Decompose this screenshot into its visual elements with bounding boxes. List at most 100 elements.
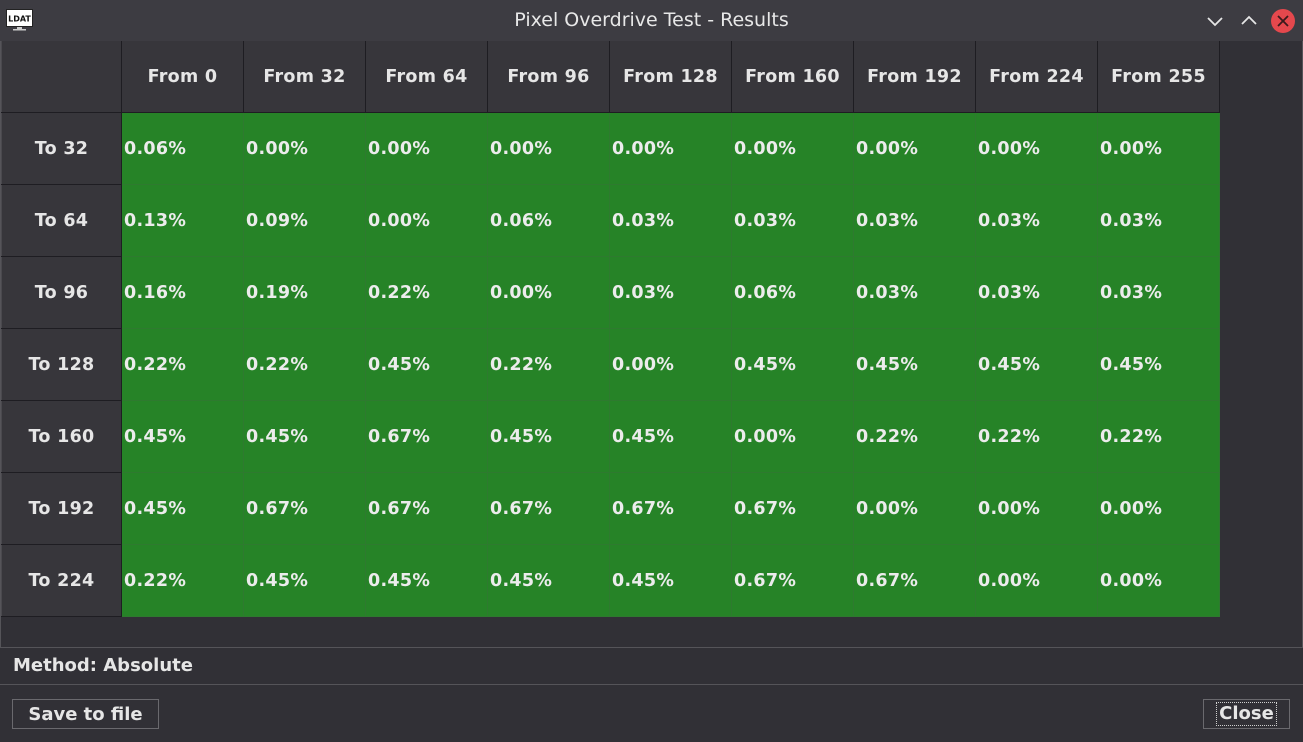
column-header: From 192 bbox=[853, 41, 976, 113]
method-label: Method: Absolute bbox=[13, 655, 193, 676]
table-cell[interactable]: 0.00% bbox=[975, 544, 1098, 617]
column-header: From 96 bbox=[487, 41, 610, 113]
table-row: To 192 0.45% 0.67% 0.67% 0.67% 0.67% 0.67% 0.00… bbox=[1, 472, 1220, 545]
table-cell[interactable]: 0.45% bbox=[121, 400, 244, 473]
table-cell[interactable]: 0.45% bbox=[609, 544, 732, 617]
table-cell[interactable]: 0.67% bbox=[243, 472, 366, 545]
table-cell[interactable]: 0.22% bbox=[365, 256, 488, 329]
table-cell[interactable]: 0.67% bbox=[487, 472, 610, 545]
column-header: From 0 bbox=[121, 41, 244, 113]
close-button-label: Close bbox=[1216, 702, 1277, 726]
column-header: From 128 bbox=[609, 41, 732, 113]
ldat-app-icon: LDAT bbox=[6, 9, 33, 31]
table-cell[interactable]: 0.00% bbox=[731, 400, 854, 473]
table-cell[interactable]: 0.45% bbox=[731, 328, 854, 401]
table-cell[interactable]: 0.45% bbox=[243, 544, 366, 617]
table-cell[interactable]: 0.00% bbox=[975, 112, 1098, 185]
status-bar: Method: Absolute bbox=[0, 648, 1303, 685]
column-header: From 224 bbox=[975, 41, 1098, 113]
table-cell[interactable]: 0.22% bbox=[975, 400, 1098, 473]
column-header: From 32 bbox=[243, 41, 366, 113]
column-header: From 255 bbox=[1097, 41, 1220, 113]
table-cell[interactable]: 0.00% bbox=[243, 112, 366, 185]
close-window-icon[interactable] bbox=[1271, 9, 1295, 33]
table-corner bbox=[1, 41, 122, 113]
table-cell[interactable]: 0.22% bbox=[1097, 400, 1220, 473]
table-cell[interactable]: 0.03% bbox=[609, 184, 732, 257]
table-cell[interactable]: 0.45% bbox=[975, 328, 1098, 401]
table-cell[interactable]: 0.00% bbox=[731, 112, 854, 185]
table-cell[interactable]: 0.03% bbox=[1097, 256, 1220, 329]
table-cell[interactable]: 0.00% bbox=[853, 472, 976, 545]
table-cell[interactable]: 0.67% bbox=[853, 544, 976, 617]
table-cell[interactable]: 0.67% bbox=[609, 472, 732, 545]
table-cell[interactable]: 0.67% bbox=[365, 472, 488, 545]
table-cell[interactable]: 0.00% bbox=[365, 112, 488, 185]
table-cell[interactable]: 0.00% bbox=[853, 112, 976, 185]
table-row: To 160 0.45% 0.45% 0.67% 0.45% 0.45% 0.00% 0.22… bbox=[1, 400, 1220, 473]
table-cell[interactable]: 0.03% bbox=[853, 184, 976, 257]
table-cell[interactable]: 0.19% bbox=[243, 256, 366, 329]
table-cell[interactable]: 0.03% bbox=[609, 256, 732, 329]
table-row: To 96 0.16% 0.19% 0.22% 0.00% 0.03% 0.06% 0.03%… bbox=[1, 256, 1220, 329]
table-cell[interactable]: 0.00% bbox=[487, 112, 610, 185]
table-cell[interactable]: 0.45% bbox=[243, 400, 366, 473]
title-bar[interactable]: LDAT Pixel Overdrive Test - Results bbox=[0, 0, 1303, 42]
header-row: From 0 From 32 From 64 From 96 From 128 From … bbox=[1, 41, 1220, 113]
row-header: To 160 bbox=[1, 400, 122, 473]
table-cell[interactable]: 0.03% bbox=[975, 184, 1098, 257]
window-title: Pixel Overdrive Test - Results bbox=[514, 9, 789, 31]
table-cell[interactable]: 0.45% bbox=[487, 544, 610, 617]
table-cell[interactable]: 0.22% bbox=[487, 328, 610, 401]
table-row: To 64 0.13% 0.09% 0.00% 0.06% 0.03% 0.03% 0.03%… bbox=[1, 184, 1220, 257]
results-table-area[interactable]: From 0 From 32 From 64 From 96 From 128 From … bbox=[0, 41, 1303, 648]
table-cell[interactable]: 0.00% bbox=[1097, 544, 1220, 617]
row-header: To 32 bbox=[1, 112, 122, 185]
table-cell[interactable]: 0.03% bbox=[975, 256, 1098, 329]
save-to-file-button[interactable]: Save to file bbox=[12, 699, 159, 729]
table-cell[interactable]: 0.67% bbox=[731, 472, 854, 545]
row-header: To 192 bbox=[1, 472, 122, 545]
table-cell[interactable]: 0.13% bbox=[121, 184, 244, 257]
table-cell[interactable]: 0.67% bbox=[731, 544, 854, 617]
minimize-icon[interactable] bbox=[1203, 9, 1227, 33]
table-cell[interactable]: 0.00% bbox=[609, 328, 732, 401]
table-cell[interactable]: 0.00% bbox=[487, 256, 610, 329]
table-cell[interactable]: 0.67% bbox=[365, 400, 488, 473]
table-row: To 128 0.22% 0.22% 0.45% 0.22% 0.00% 0.45% 0.45… bbox=[1, 328, 1220, 401]
table-cell[interactable]: 0.22% bbox=[243, 328, 366, 401]
table-cell[interactable]: 0.00% bbox=[975, 472, 1098, 545]
table-cell[interactable]: 0.03% bbox=[1097, 184, 1220, 257]
column-header: From 160 bbox=[731, 41, 854, 113]
table-cell[interactable]: 0.03% bbox=[853, 256, 976, 329]
row-header: To 224 bbox=[1, 544, 122, 617]
row-header: To 128 bbox=[1, 328, 122, 401]
svg-text:LDAT: LDAT bbox=[8, 15, 31, 24]
column-header: From 64 bbox=[365, 41, 488, 113]
table-cell[interactable]: 0.00% bbox=[365, 184, 488, 257]
table-cell[interactable]: 0.45% bbox=[487, 400, 610, 473]
table-cell[interactable]: 0.00% bbox=[1097, 112, 1220, 185]
table-cell[interactable]: 0.06% bbox=[487, 184, 610, 257]
table-cell[interactable]: 0.03% bbox=[731, 184, 854, 257]
maximize-icon[interactable] bbox=[1237, 9, 1261, 33]
table-cell[interactable]: 0.09% bbox=[243, 184, 366, 257]
row-header: To 96 bbox=[1, 256, 122, 329]
table-cell[interactable]: 0.22% bbox=[853, 400, 976, 473]
table-cell[interactable]: 0.06% bbox=[121, 112, 244, 185]
table-cell[interactable]: 0.45% bbox=[121, 472, 244, 545]
table-cell[interactable]: 0.00% bbox=[1097, 472, 1220, 545]
table-cell[interactable]: 0.00% bbox=[609, 112, 732, 185]
table-cell[interactable]: 0.45% bbox=[1097, 328, 1220, 401]
table-cell[interactable]: 0.22% bbox=[121, 328, 244, 401]
table-cell[interactable]: 0.06% bbox=[731, 256, 854, 329]
table-cell[interactable]: 0.45% bbox=[853, 328, 976, 401]
table-cell[interactable]: 0.45% bbox=[609, 400, 732, 473]
table-cell[interactable]: 0.45% bbox=[365, 544, 488, 617]
table-cell[interactable]: 0.45% bbox=[365, 328, 488, 401]
table-cell[interactable]: 0.22% bbox=[121, 544, 244, 617]
table-cell[interactable]: 0.16% bbox=[121, 256, 244, 329]
close-button[interactable]: Close bbox=[1203, 699, 1290, 729]
table-row: To 32 0.06% 0.00% 0.00% 0.00% 0.00% 0.00% 0.00%… bbox=[1, 112, 1220, 185]
